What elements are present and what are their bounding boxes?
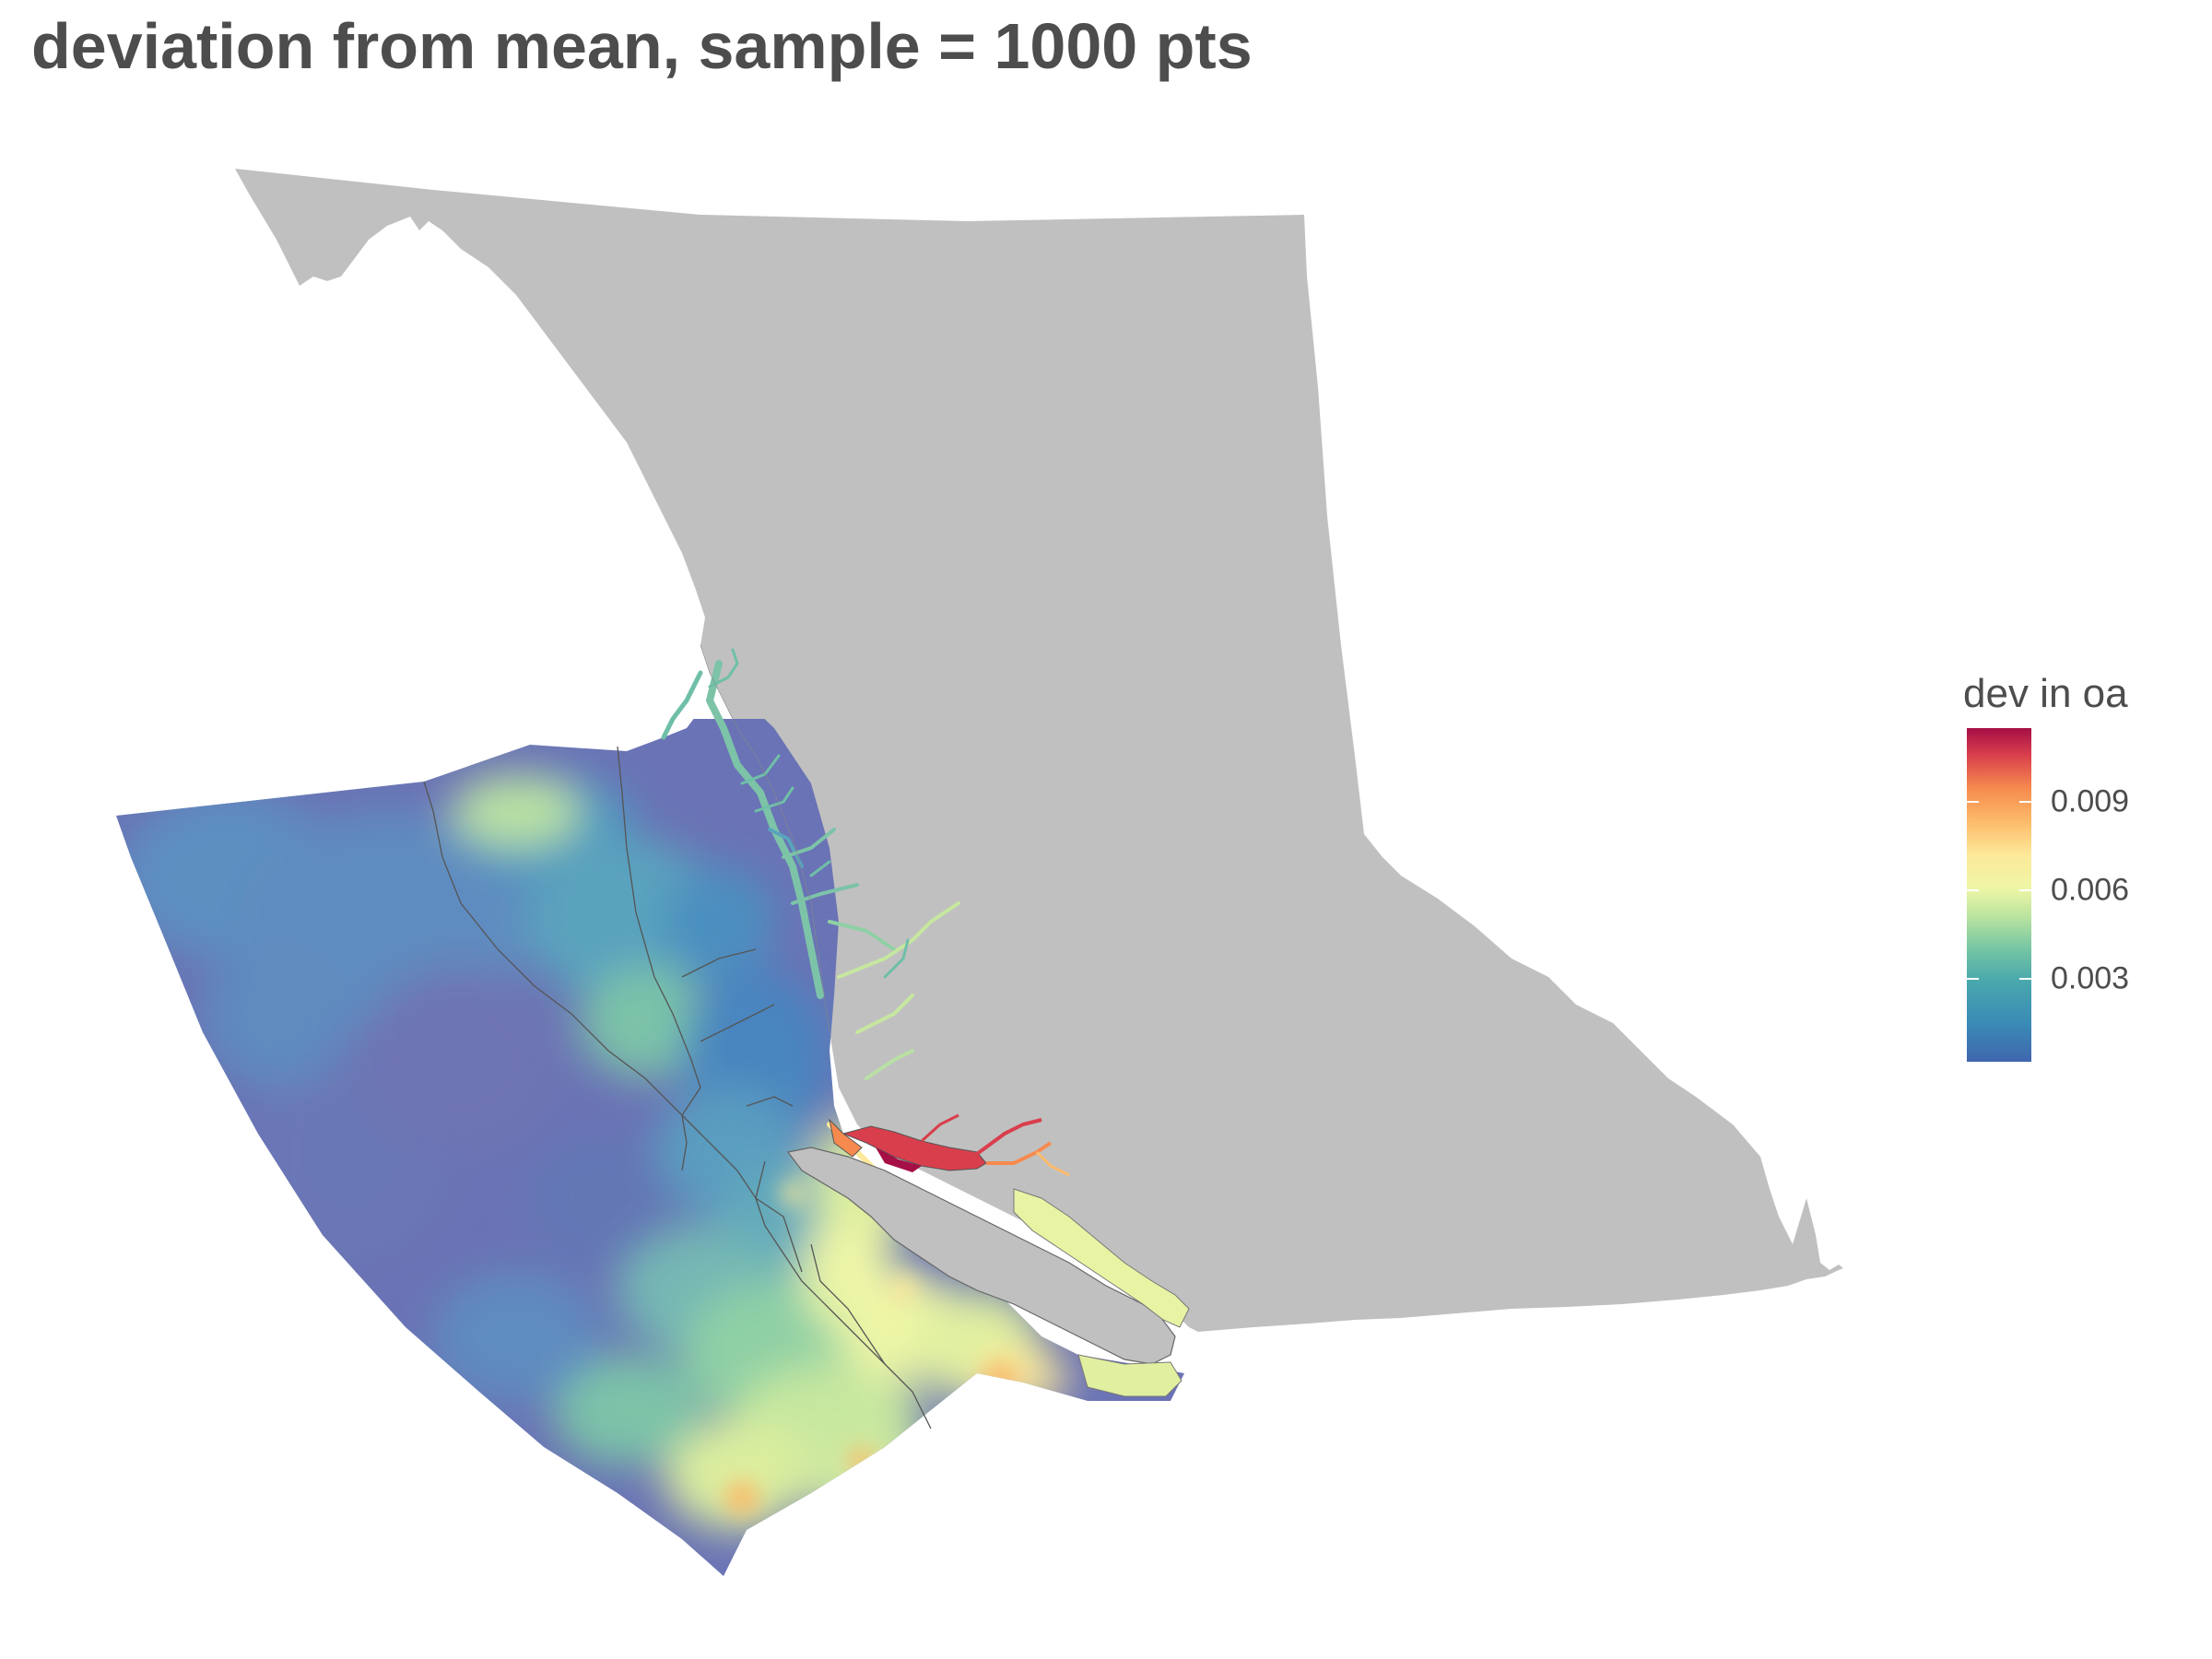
- strait-of-georgia: [1013, 1188, 1190, 1328]
- legend-tick-label: 0.006: [2051, 872, 2130, 908]
- land-outline: [700, 644, 830, 1033]
- strait-of-juan-de-fuca: [1077, 1354, 1182, 1397]
- hotspot-inlet: [829, 1113, 1070, 1177]
- boundary-lines: [423, 746, 932, 1430]
- land-mass: [235, 169, 1843, 1332]
- legend-tick-label: 0.003: [2051, 960, 2130, 996]
- legend-title: dev in oa: [1963, 671, 2128, 716]
- legend-colorbar: [1967, 728, 2031, 1062]
- page-title: deviation from mean, sample = 1000 pts: [31, 10, 1253, 82]
- color-legend: dev in oa 0.009 0.006 0.003: [1963, 671, 2203, 1095]
- legend-tick-label: 0.009: [2051, 783, 2130, 819]
